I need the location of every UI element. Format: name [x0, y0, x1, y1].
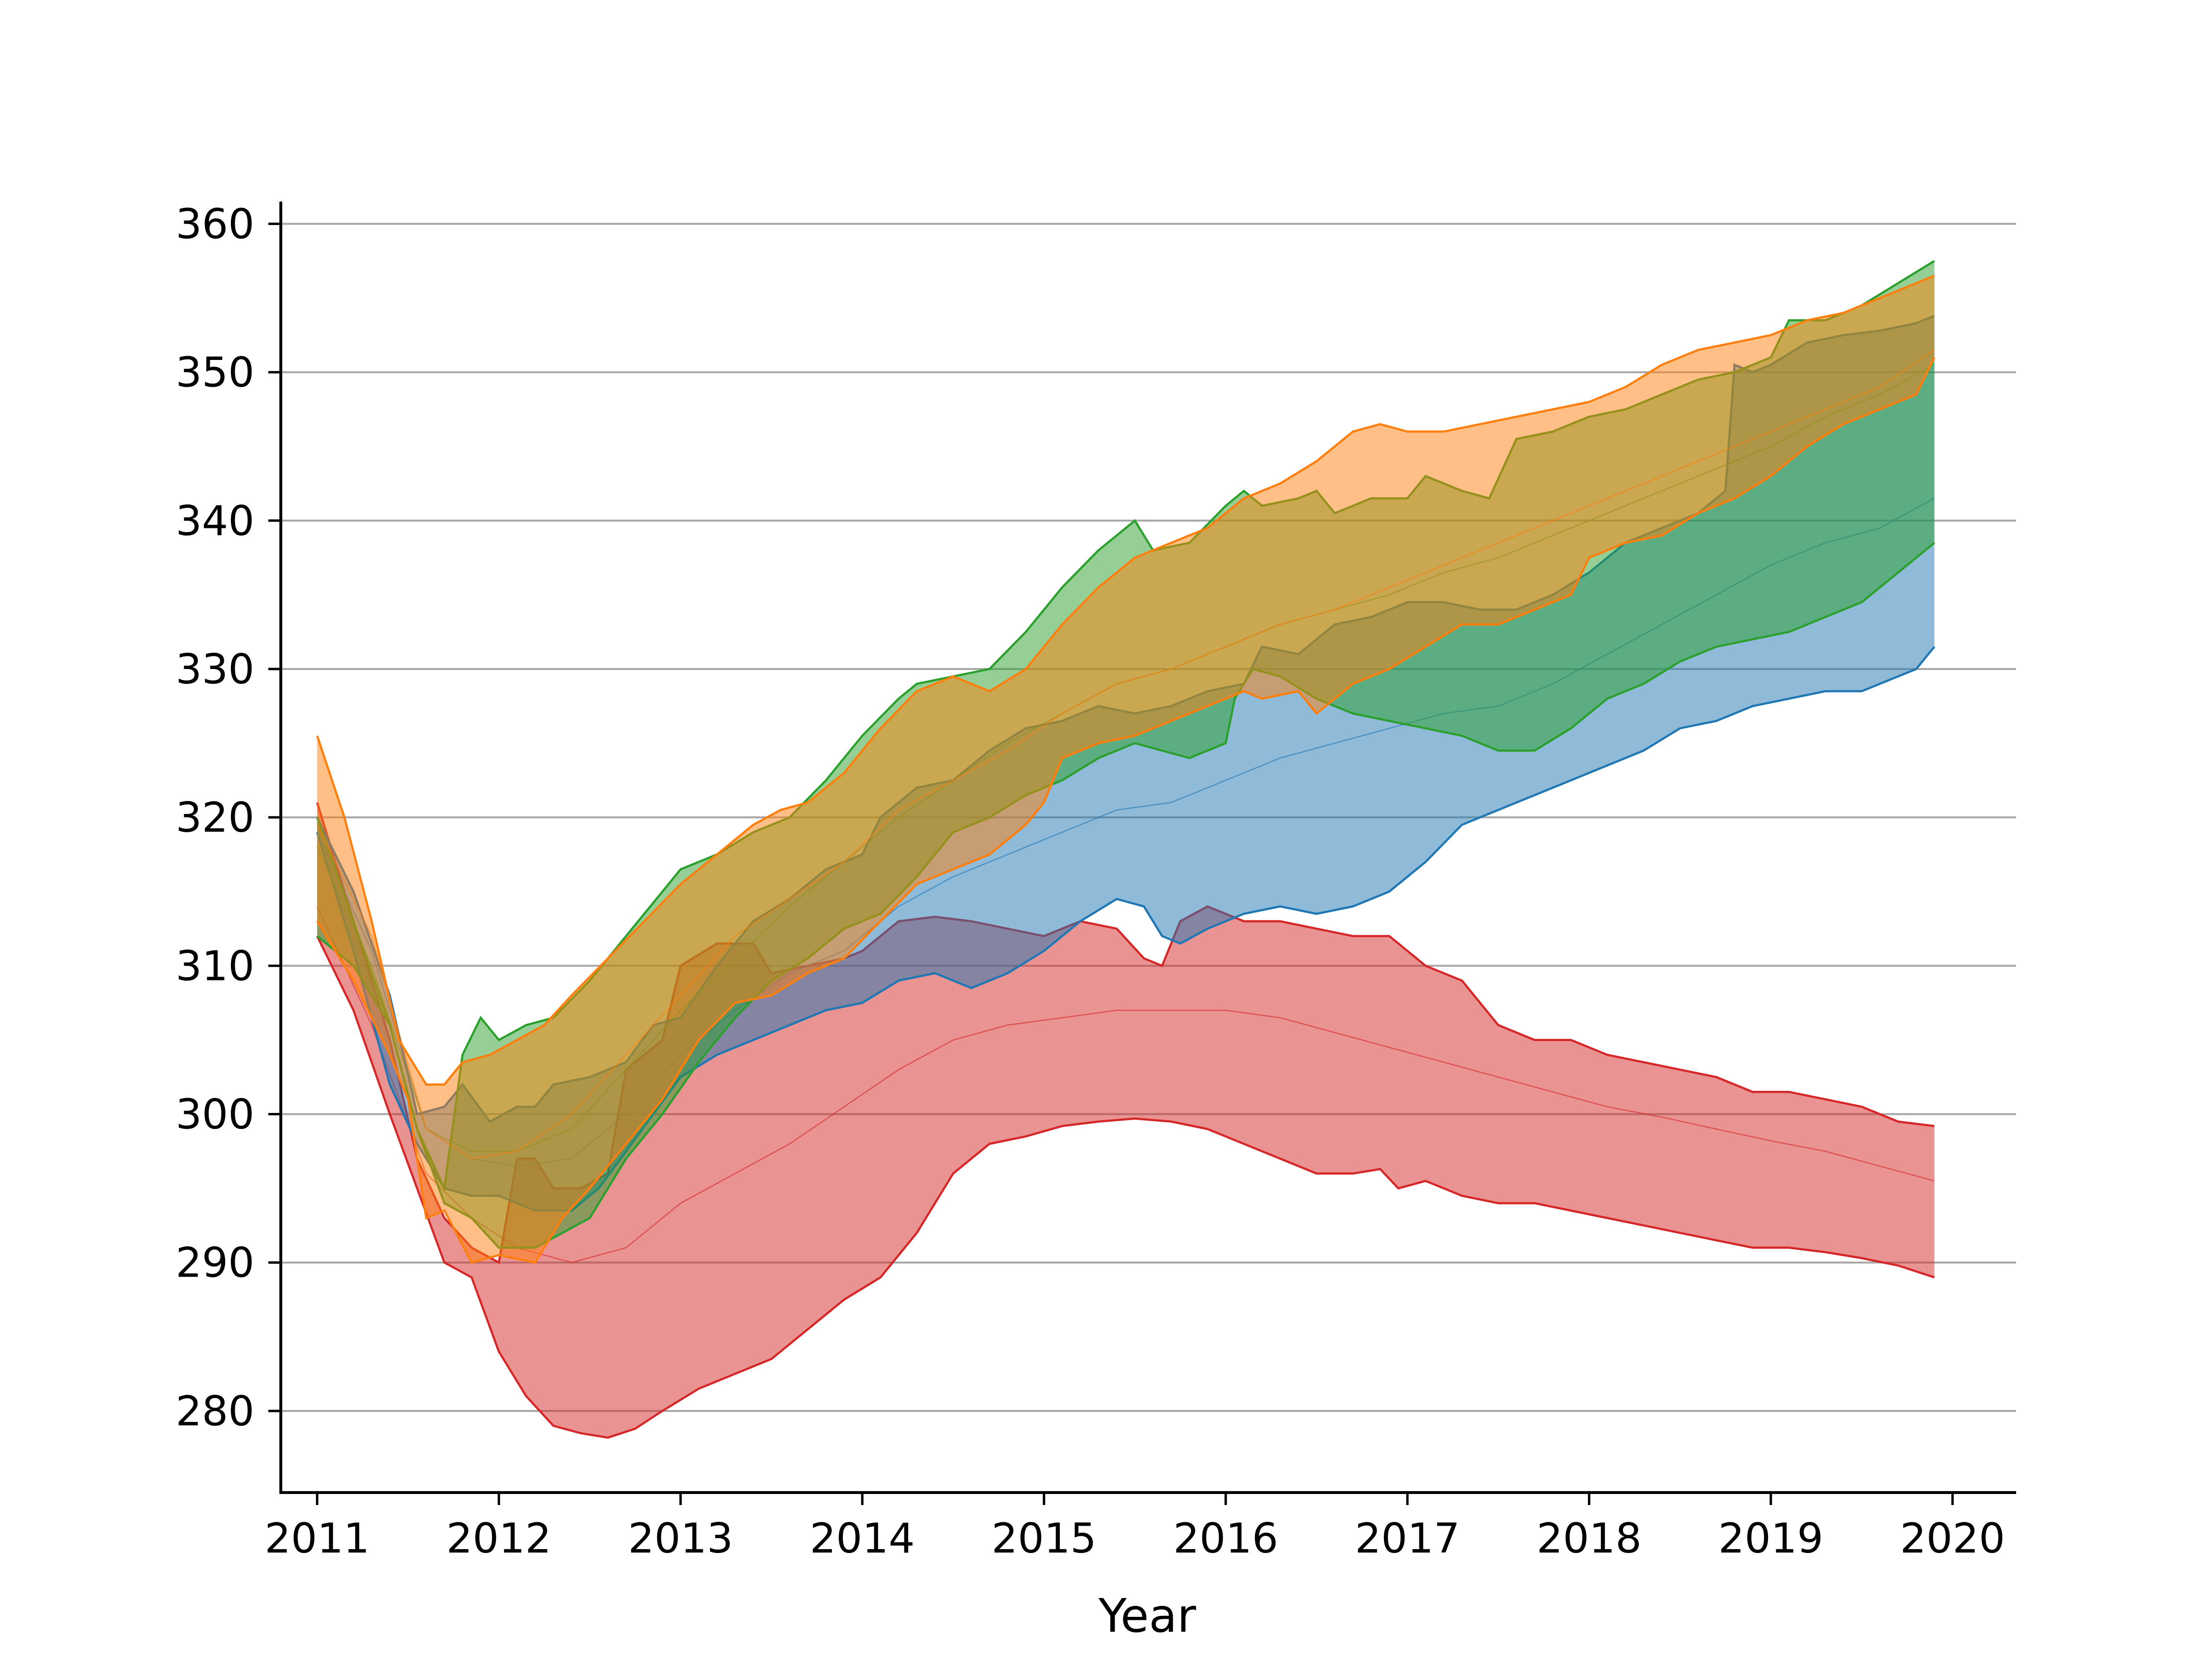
axes: 280 290 300 310 320 330 340 350 360 2011 2012 2013…: [176, 200, 2016, 1563]
x-tick-label-2011: 2011: [264, 1515, 370, 1563]
x-tick-label-2012: 2012: [446, 1515, 552, 1563]
x-tick-label-2018: 2018: [1537, 1515, 1642, 1563]
x-axis-ticks: 2011 2012 2013 2014 2015 2016 2017 2018 2019 2020: [264, 1493, 2005, 1563]
x-tick-label-2016: 2016: [1173, 1515, 1278, 1563]
series-bands: [316, 260, 1936, 1439]
y-tick-label-330: 330: [176, 645, 254, 693]
y-tick-label-310: 310: [176, 942, 254, 990]
series-3-lower-line: [316, 542, 1936, 1249]
x-tick-label-2013: 2013: [628, 1515, 733, 1563]
y-tick-label-300: 300: [176, 1091, 254, 1139]
y-tick-label-360: 360: [176, 200, 254, 248]
y-tick-label-340: 340: [176, 497, 254, 545]
series-4-upper-line: [316, 275, 1935, 1086]
y-tick-label-280: 280: [176, 1387, 254, 1435]
x-tick-label-2015: 2015: [991, 1515, 1096, 1563]
series-4-lower-line: [316, 357, 1936, 1264]
x-tick-label-2020: 2020: [1900, 1515, 2005, 1563]
y-tick-label-350: 350: [176, 349, 254, 397]
series-4-mean-line: [316, 349, 1935, 1159]
y-tick-label-290: 290: [176, 1239, 254, 1287]
y-tick-label-320: 320: [176, 794, 254, 842]
series-4: [316, 275, 1936, 1264]
x-tick-label-2014: 2014: [810, 1515, 915, 1563]
series-1-mean-line: [316, 906, 1935, 1263]
x-tick-label-2017: 2017: [1355, 1515, 1460, 1563]
series-1-lower-line: [316, 935, 1935, 1439]
x-tick-label-2019: 2019: [1719, 1515, 1824, 1563]
y-axis-ticks: 280 290 300 310 320 330 340 350 360: [176, 200, 281, 1435]
x-axis-label: Year: [1098, 1589, 1196, 1643]
